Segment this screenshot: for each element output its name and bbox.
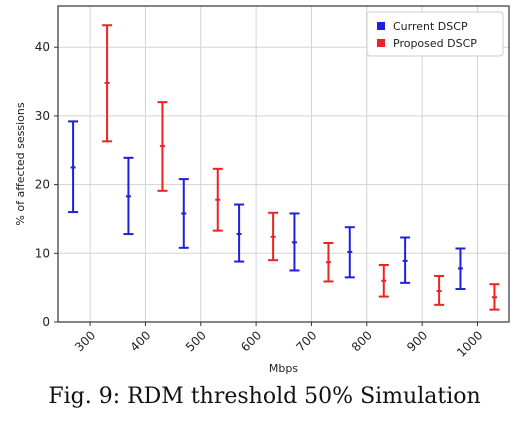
x-tick-label: 900 <box>404 328 430 354</box>
x-tick-label: 400 <box>127 328 153 354</box>
x-axis-label: Mbps <box>269 362 298 375</box>
y-axis-label: % of affected sessions <box>14 102 27 225</box>
y-tick-label: 20 <box>35 178 50 192</box>
chart: 0 10 20 30 40 300 400 500 600 700 800 900 1000 Mbps % … <box>0 0 529 380</box>
chart-svg: 0 10 20 30 40 300 400 500 600 700 800 900 1000 Mbps % … <box>0 0 529 380</box>
x-tick-label: 300 <box>72 328 98 354</box>
legend-label-proposed-dscp: Proposed DSCP <box>393 37 477 50</box>
y-tick-label: 0 <box>42 315 50 329</box>
x-tick-label: 800 <box>349 328 375 354</box>
legend-swatch-proposed-dscp <box>377 39 385 47</box>
x-tick-label: 500 <box>183 328 209 354</box>
x-tick-label: 700 <box>293 328 319 354</box>
x-tick-label: 1000 <box>454 328 485 359</box>
legend-swatch-current-dscp <box>377 22 385 30</box>
figure-caption: Fig. 9: RDM threshold 50% Simulation <box>0 384 529 409</box>
x-tick-label: 600 <box>238 328 264 354</box>
y-tick-label: 10 <box>35 246 50 260</box>
y-tick-label: 40 <box>35 40 50 54</box>
legend-label-current-dscp: Current DSCP <box>393 20 468 33</box>
y-tick-label: 30 <box>35 109 50 123</box>
